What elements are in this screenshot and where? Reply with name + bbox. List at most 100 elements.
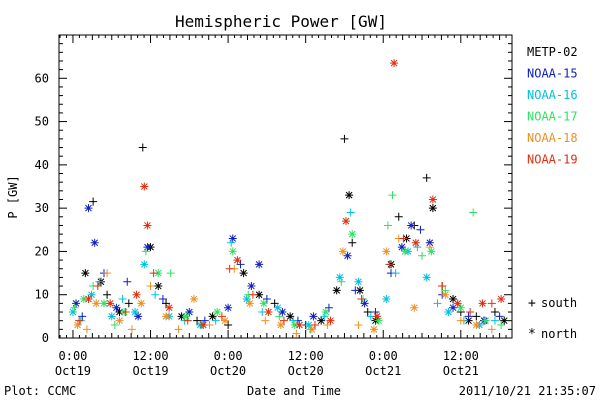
x-tick-label-time: 0:00	[214, 349, 243, 363]
legend-entry-noaa-18: NOAA-18	[527, 131, 578, 145]
north-marker	[304, 321, 313, 330]
south-marker	[118, 295, 127, 304]
x-tick-label-time: 0:00	[369, 349, 398, 363]
north-marker	[220, 316, 229, 325]
south-marker	[292, 329, 301, 338]
footer-plot-source: Plot: CCMC	[4, 384, 76, 398]
south-marker	[224, 321, 233, 330]
south-marker	[138, 143, 147, 152]
north-marker	[228, 247, 237, 256]
north-marker	[497, 295, 506, 304]
x-tick-label-date: Oct21	[365, 364, 401, 378]
north-marker	[134, 312, 143, 321]
y-tick-label: 10	[35, 288, 49, 302]
south-marker	[337, 277, 346, 286]
south-label: south	[541, 296, 577, 310]
north-marker	[342, 217, 351, 226]
north-marker	[317, 316, 326, 325]
north-marker	[335, 273, 344, 282]
north-marker	[84, 295, 93, 304]
south-marker	[490, 316, 499, 325]
north-marker	[500, 316, 509, 325]
north-marker	[255, 260, 264, 269]
south-marker	[151, 290, 160, 299]
south-marker	[416, 225, 425, 234]
south-marker	[93, 282, 102, 291]
x-axis-label: Date and Time	[247, 384, 341, 398]
x-tick-label-date: Oct21	[443, 364, 479, 378]
south-marker	[121, 308, 130, 317]
south-marker	[418, 251, 427, 260]
north-label: north	[541, 327, 577, 341]
north-marker	[68, 308, 77, 317]
north-marker	[131, 308, 140, 317]
series-noaa-17	[70, 191, 506, 334]
north-marker	[90, 238, 99, 247]
south-symbol: +	[528, 296, 536, 311]
north-marker	[154, 282, 163, 291]
north-marker	[79, 295, 88, 304]
y-tick-label: 50	[35, 115, 49, 129]
north-marker	[115, 316, 124, 325]
legend-entry-noaa-16: NOAA-16	[527, 88, 578, 102]
series-metp-02	[81, 134, 509, 330]
north-marker	[208, 312, 217, 321]
south-marker	[438, 282, 447, 291]
south-marker	[82, 325, 91, 334]
south-marker	[141, 247, 150, 256]
north-marker	[307, 325, 316, 334]
south-marker	[433, 299, 442, 308]
north-marker	[107, 312, 116, 321]
y-tick-label: 40	[35, 158, 49, 172]
north-marker	[264, 308, 273, 317]
south-marker	[103, 290, 112, 299]
north-marker	[428, 204, 437, 213]
chart-title: Hemispheric Power [GW]	[175, 12, 387, 31]
south-marker	[340, 134, 349, 143]
south-marker	[78, 312, 87, 321]
legend-entry-noaa-19: NOAA-19	[527, 153, 578, 167]
x-tick-label-time: 12:00	[288, 349, 324, 363]
south-marker	[323, 321, 332, 330]
north-marker	[444, 308, 453, 317]
north-marker	[478, 299, 487, 308]
north-marker	[276, 321, 285, 330]
north-marker	[321, 308, 330, 317]
series-noaa-18	[73, 234, 496, 338]
north-marker	[140, 260, 149, 269]
series-noaa-19	[75, 59, 506, 330]
south-marker	[324, 303, 333, 312]
footer-timestamp: 2011/10/21 21:35:07	[459, 384, 596, 398]
x-tick-label-time: 0:00	[59, 349, 88, 363]
x-tick-label-date: Oct19	[55, 364, 91, 378]
south-marker	[174, 325, 183, 334]
north-marker	[382, 295, 391, 304]
north-marker	[338, 247, 347, 256]
south-marker	[385, 260, 394, 269]
south-marker	[270, 299, 279, 308]
north-marker	[278, 308, 287, 317]
south-marker	[158, 295, 167, 304]
south-marker	[394, 212, 403, 221]
north-marker	[286, 312, 295, 321]
south-marker	[357, 295, 366, 304]
north-marker	[245, 299, 254, 308]
south-marker	[183, 316, 192, 325]
north-marker	[143, 221, 152, 230]
north-marker	[273, 303, 282, 312]
legend: METP-02 NOAA-15 NOAA-16 NOAA-17 NOAA-18 NOAA-…	[527, 45, 578, 342]
south-marker	[261, 316, 270, 325]
north-marker	[355, 286, 364, 295]
south-marker	[487, 325, 496, 334]
south-marker	[103, 269, 112, 278]
south-marker	[236, 260, 245, 269]
north-marker	[115, 308, 124, 317]
plot-marks	[68, 59, 509, 338]
south-marker	[123, 277, 132, 286]
north-marker	[343, 251, 352, 260]
south-marker	[146, 282, 155, 291]
x-tick-label-time: 12:00	[443, 349, 479, 363]
south-marker	[383, 221, 392, 230]
north-symbol: *	[528, 327, 536, 342]
north-marker	[410, 303, 419, 312]
